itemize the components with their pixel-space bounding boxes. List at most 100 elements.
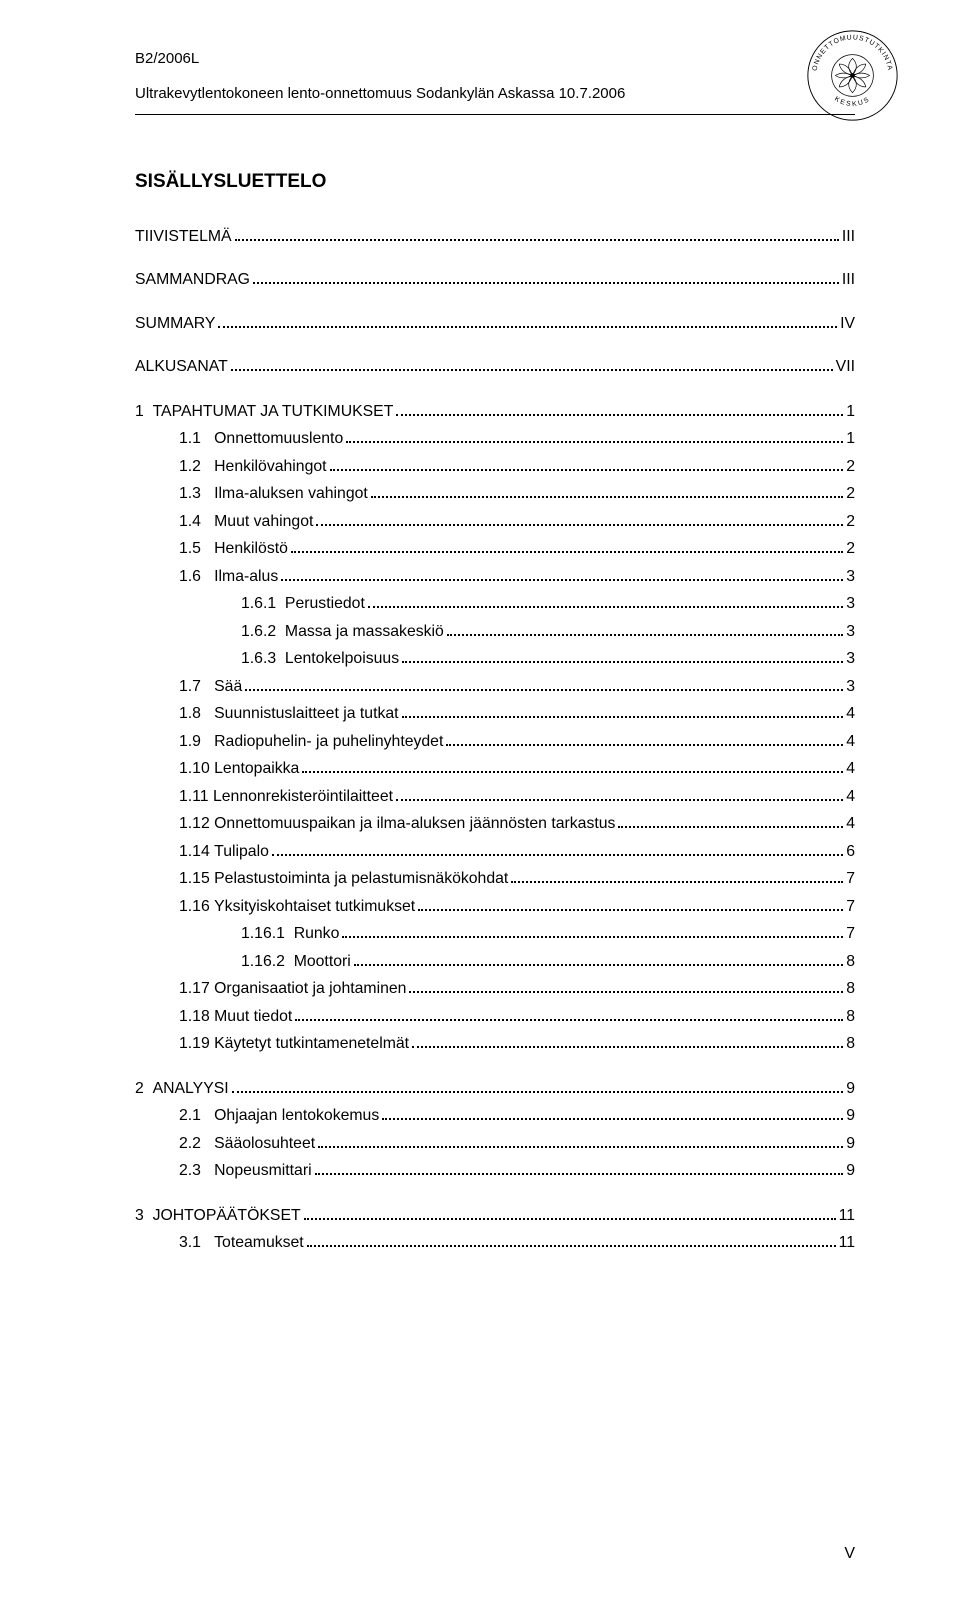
toc-leader-dots (231, 369, 833, 371)
toc-entry-number: 1 (135, 400, 153, 424)
toc-leader-dots (318, 1146, 843, 1148)
toc-entry-number: 2.1 (135, 1104, 214, 1128)
toc-entry-page: 2 (846, 482, 855, 506)
toc-entry-number: 1.18 (135, 1005, 214, 1029)
toc-entry: 2.1 Ohjaajan lentokokemus 9 (135, 1104, 855, 1128)
toc-entry-number: 1.10 (135, 757, 214, 781)
toc-entry-page: 6 (846, 840, 855, 864)
toc-entry: 1.5 Henkilöstö2 (135, 537, 855, 561)
toc-leader-dots (272, 854, 843, 856)
toc-entry-label: SAMMANDRAG (135, 268, 250, 292)
toc-entry: 2 ANALYYSI9 (135, 1077, 855, 1101)
svg-text:ONNETTOMUUSTUTKINTA: ONNETTOMUUSTUTKINTA (812, 34, 894, 71)
toc-entry-label: Onnettomuuspaikan ja ilma-aluksen jäännö… (214, 812, 615, 836)
toc-entry-number: 1.2 (135, 455, 214, 479)
toc-leader-dots (295, 1019, 843, 1021)
toc-entry: 1.4 Muut vahingot2 (135, 510, 855, 534)
toc-leader-dots (382, 1118, 843, 1120)
toc-entry: 1.16.1 Runko 7 (135, 922, 855, 946)
toc-entry-label: Lentopaikka (214, 757, 299, 781)
toc-entry: 1.6.1 Perustiedot3 (135, 592, 855, 616)
toc-entry-label: Pelastustoiminta ja pelastumisnäkökohdat (214, 867, 508, 891)
toc-entry-label: Sääolosuhteet (214, 1132, 315, 1156)
toc-entry-number: 1.6.3 (135, 647, 285, 671)
toc-leader-dots (371, 496, 843, 498)
toc-entry-number: 3.1 (135, 1231, 214, 1255)
toc-leader-dots (402, 661, 843, 663)
toc-entry-page: 9 (846, 1159, 855, 1183)
toc-entry-page: 9 (846, 1077, 855, 1101)
toc-entry-page: 7 (846, 922, 855, 946)
toc-leader-dots (330, 469, 844, 471)
toc-leader-dots (291, 551, 843, 553)
toc-entry-number: 1.3 (135, 482, 214, 506)
toc-entry: ALKUSANATVII (135, 355, 855, 379)
toc-entry: 1.6 Ilma-alus3 (135, 565, 855, 589)
toc-entry-page: 2 (846, 455, 855, 479)
toc-section: 2 ANALYYSI92.1 Ohjaajan lentokokemus92.2… (135, 1077, 855, 1184)
toc-entry-number: 1.9 (135, 730, 214, 754)
toc-entry-number: 2.3 (135, 1159, 214, 1183)
toc-entry-page: 8 (846, 1005, 855, 1029)
toc-entry-label: Radiopuhelin- ja puhelinyhteydet (214, 730, 443, 754)
toc-leader-dots (354, 964, 843, 966)
toc-entry-page: 7 (846, 867, 855, 891)
document-header: B2/2006L Ultrakevytlentokoneen lento-onn… (135, 50, 855, 102)
toc-entry-page: 8 (846, 950, 855, 974)
toc-entry: 1.2 Henkilövahingot2 (135, 455, 855, 479)
toc-leader-dots (302, 771, 843, 773)
toc-section: 1 TAPAHTUMAT JA TUTKIMUKSET11.1 Onnettom… (135, 400, 855, 1057)
toc-entry-label: Perustiedot (285, 592, 365, 616)
toc-entry-page: 3 (846, 675, 855, 699)
toc-entry-number: 1.1 (135, 427, 214, 451)
toc-entry-number: 1.7 (135, 675, 214, 699)
toc-entry: 1.1 Onnettomuuslento1 (135, 427, 855, 451)
toc-entry-label: JOHTOPÄÄTÖKSET (153, 1204, 301, 1228)
toc-leader-dots (342, 936, 843, 938)
toc-entry: 1.16.2 Moottori8 (135, 950, 855, 974)
toc-entry-label: TIIVISTELMÄ (135, 225, 232, 249)
toc-entry-label: TAPAHTUMAT JA TUTKIMUKSET (153, 400, 394, 424)
toc-entry: 1.6.3 Lentokelpoisuus3 (135, 647, 855, 671)
toc-entry: 2.2 Sääolosuhteet 9 (135, 1132, 855, 1156)
toc-entry-page: III (842, 225, 855, 249)
toc-entry: 1.18 Muut tiedot8 (135, 1005, 855, 1029)
toc-entry: 1.12 Onnettomuuspaikan ja ilma-aluksen j… (135, 812, 855, 836)
toc-entry-page: 2 (846, 510, 855, 534)
toc-entry-label: Yksityiskohtaiset tutkimukset (214, 895, 415, 919)
toc-entry-number: 2.2 (135, 1132, 214, 1156)
toc-entry-page: 2 (846, 537, 855, 561)
toc-entry-label: ALKUSANAT (135, 355, 228, 379)
svg-text:KESKUS: KESKUS (833, 96, 872, 108)
toc-entry: 1.11 Lennonrekisteröintilaitteet4 (135, 785, 855, 809)
toc-entry-page: III (842, 268, 855, 292)
toc-leader-dots (346, 441, 843, 443)
toc-entry-label: ANALYYSI (153, 1077, 229, 1101)
toc-entry: 2.3 Nopeusmittari 9 (135, 1159, 855, 1183)
toc-entry-page: 9 (846, 1104, 855, 1128)
toc-entry-label: Toteamukset (214, 1231, 304, 1255)
toc-entry-label: Sää (214, 675, 242, 699)
toc-entry: TIIVISTELMÄ III (135, 225, 855, 249)
toc-entry: 1.3 Ilma-aluksen vahingot2 (135, 482, 855, 506)
toc-entry-page: 9 (846, 1132, 855, 1156)
doc-subtitle: Ultrakevytlentokoneen lento-onnettomuus … (135, 85, 855, 102)
toc-entry-label: Lennonrekisteröintilaitteet (213, 785, 393, 809)
toc-entry-label: Suunnistuslaitteet ja tutkat (214, 702, 398, 726)
toc-entry-label: Onnettomuuslento (214, 427, 343, 451)
toc-entry-page: 4 (846, 730, 855, 754)
toc-leader-dots (418, 909, 843, 911)
toc-entry-number: 1.6.2 (135, 620, 285, 644)
toc-entry-label: Ohjaajan lentokokemus (214, 1104, 379, 1128)
toc-entry-number: 1.16.1 (135, 922, 294, 946)
toc-entry-label: Runko (294, 922, 340, 946)
toc-entry-number: 1.6 (135, 565, 214, 589)
toc-leader-dots (245, 689, 843, 691)
toc-entry-number: 1.16.2 (135, 950, 294, 974)
toc-leader-dots (315, 1173, 844, 1175)
toc-leader-dots (218, 326, 837, 328)
toc-entry-label: Ilma-alus (214, 565, 278, 589)
toc-entry-label: Nopeusmittari (214, 1159, 311, 1183)
toc-leader-dots (446, 744, 843, 746)
organization-seal-icon: ONNETTOMUUSTUTKINTA KESKUS (805, 28, 900, 123)
